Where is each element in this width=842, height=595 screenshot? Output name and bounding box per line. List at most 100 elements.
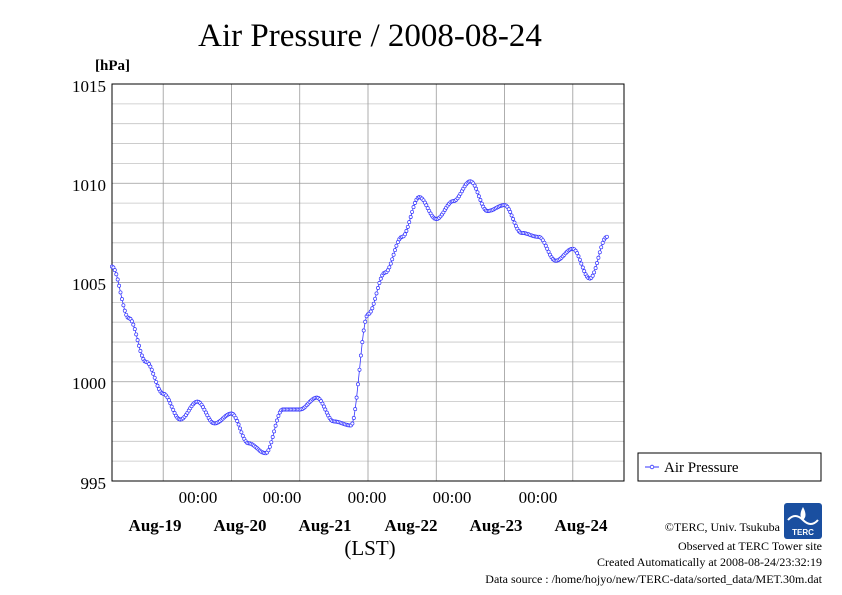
x-date-label: Aug-19 [129,516,182,535]
data-point [374,291,379,296]
data-point [358,353,363,358]
x-time-label: 00:00 [519,488,558,507]
x-date-label: Aug-20 [214,516,267,535]
data-point [377,281,382,285]
data-point [478,198,483,202]
x-time-label: 00:00 [348,488,387,507]
data-point [394,243,399,248]
data-point [135,338,140,343]
data-point [600,240,605,245]
data-point [387,265,392,270]
y-tick-label: 1000 [72,374,106,393]
data-point [391,252,396,257]
data-point [371,301,376,306]
y-tick-label: 1015 [72,77,106,96]
series-air-pressure [110,179,609,456]
data-point [351,416,356,420]
data-source-text: Data source : /home/hojyo/new/TERC-data/… [485,572,822,586]
data-point [353,407,358,412]
x-date-label: Aug-24 [555,516,608,535]
data-point [134,332,139,337]
data-point [117,283,122,288]
data-point [151,371,156,376]
x-date-label: Aug-21 [299,516,352,535]
y-axis: 1015 1010 1005 1000 995 [72,77,106,493]
data-point [139,353,144,358]
data-point [236,422,241,427]
data-point [508,210,513,214]
data-point [238,426,242,431]
data-point [149,367,154,372]
data-point [543,243,548,248]
drop-icon [800,507,806,520]
data-point [593,266,598,271]
data-point [512,220,517,225]
copyright-text: ©TERC, Univ. Tsukuba [665,520,781,534]
grid-lines [112,84,624,481]
data-point [576,254,581,259]
data-point [266,448,271,453]
data-point [169,404,174,409]
data-point [474,186,479,191]
chart-title: Air Pressure / 2008-08-24 [198,18,542,54]
data-point [357,367,362,372]
data-point [408,215,413,219]
data-point [321,404,326,409]
x-time-label: 00:00 [433,488,472,507]
data-point [410,209,415,214]
data-point [239,430,244,435]
legend-label: Air Pressure [664,460,739,476]
data-point [166,398,171,403]
x-axis-title: (LST) [344,536,395,560]
data-point [378,276,383,281]
data-point [240,433,245,438]
data-point [120,297,124,302]
data-point [275,418,279,423]
data-point [597,250,602,255]
data-point [390,257,395,262]
data-point [171,407,176,412]
data-point [405,224,410,229]
plot-frame [111,83,625,482]
data-point [599,245,604,250]
data-point [115,277,120,282]
data-point [270,435,275,439]
data-point [137,343,141,348]
data-point [276,413,281,418]
x-time-label: 00:00 [179,488,218,507]
data-point [267,444,272,449]
x-axis: 00:00 00:00 00:00 00:00 00:00 Aug-19 Aug… [129,488,608,560]
data-point [403,232,407,237]
y-tick-label: 1010 [72,176,106,195]
data-point [479,201,484,206]
data-point [273,423,278,428]
data-point [404,229,409,233]
data-point [118,290,123,295]
data-point [122,308,127,313]
credits: ©TERC, Univ. Tsukuba Observed at TERC To… [485,520,822,586]
data-point [368,309,373,314]
data-point [168,401,173,406]
data-point [233,415,238,420]
data-point [575,251,580,256]
x-time-label: 00:00 [263,488,302,507]
data-point [361,328,366,333]
data-point [376,286,380,290]
legend-box [637,452,822,482]
data-point [154,379,159,384]
created-text: Created Automatically at 2008-08-24/23:3… [597,555,822,569]
data-point [509,213,514,218]
data-point [121,303,126,308]
y-unit-label: [hPa] [95,58,130,74]
data-point [235,419,240,423]
data-point [472,183,477,188]
data-point [272,429,277,434]
data-point [370,306,375,311]
data-point [412,201,417,205]
data-point [114,272,119,277]
data-point [393,248,397,253]
data-point [152,375,157,380]
observed-text: Observed at TERC Tower site [678,539,822,553]
x-date-label: Aug-22 [385,516,438,535]
